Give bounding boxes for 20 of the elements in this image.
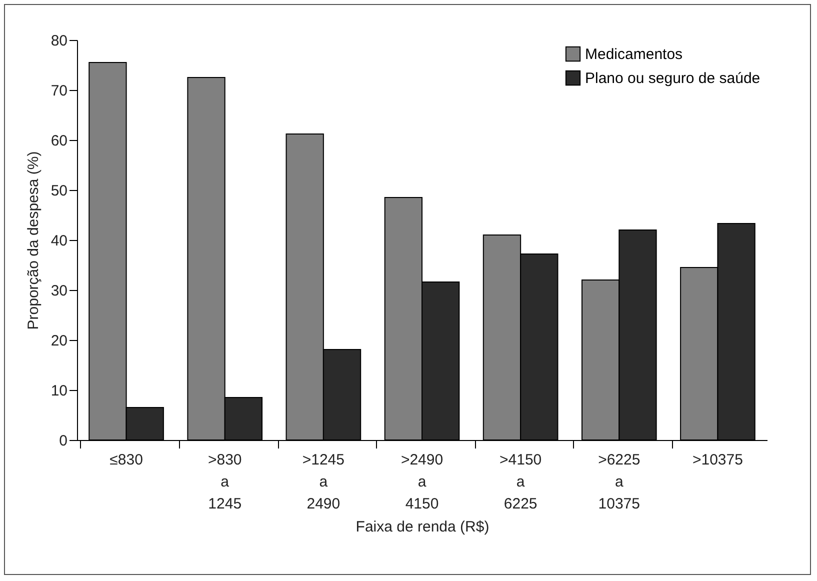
y-axis-title: Proporção da despesa (%) <box>24 151 42 330</box>
legend-label: Medicamentos <box>585 46 683 63</box>
x-tick-label: >10375 <box>692 452 743 468</box>
y-tick-label: 60 <box>50 132 68 150</box>
y-tick-label: 0 <box>59 432 68 450</box>
y-tick-label: 50 <box>50 182 68 200</box>
x-tick-label: >4150 a 6225 <box>500 452 542 512</box>
x-tick-label: >2490 a 4150 <box>400 452 444 512</box>
y-tick-label: 40 <box>50 232 68 250</box>
x-tick-label: ≤830 <box>110 452 143 468</box>
x-tick-label: >830 a 1245 <box>208 452 242 512</box>
x-tick-label: >1245 a 2490 <box>302 452 344 512</box>
x-axis-title: Faixa de renda (R$) <box>356 518 490 536</box>
y-tick-label: 80 <box>50 32 68 50</box>
legend-label: Plano ou seguro de saúde <box>585 70 760 87</box>
x-tick-label: >6225 a 10375 <box>598 452 640 512</box>
y-tick-label: 10 <box>50 382 68 400</box>
y-tick-label: 70 <box>50 82 68 100</box>
y-tick-label: 20 <box>50 332 68 350</box>
y-tick-label: 30 <box>50 282 68 300</box>
